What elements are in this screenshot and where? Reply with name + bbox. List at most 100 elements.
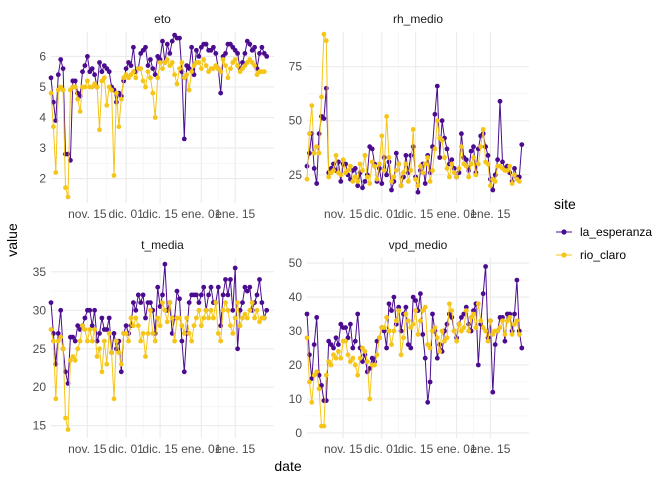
data-point [410,126,416,132]
data-point [311,342,317,347]
data-point [350,345,356,351]
data-point [357,355,363,361]
data-point [150,66,156,71]
data-point [473,325,479,330]
data-point [99,315,105,321]
data-point [430,311,435,317]
data-point [326,338,332,344]
data-point [326,174,332,180]
data-point [157,304,163,309]
data-point [97,331,102,336]
data-point [111,396,117,402]
data-point [398,183,404,189]
data-point [223,277,228,282]
data-point [468,161,474,167]
data-point [381,168,387,173]
data-point [451,170,457,176]
data-point [425,155,431,160]
data-point [350,179,356,184]
x-tick-label: dic. 15 [398,207,434,221]
data-point [184,315,190,321]
data-point [48,327,54,332]
series-line [50,34,268,161]
data-point [444,146,450,152]
data-point [247,307,253,313]
data-point [323,372,329,378]
data-point [128,63,134,68]
data-point [177,66,182,71]
data-point [352,338,358,344]
data-point [164,57,170,62]
data-point [208,307,214,313]
data-point [65,427,71,432]
data-point [104,102,110,108]
data-point [459,131,464,137]
data-point [307,150,312,156]
data-point [471,308,476,313]
data-point [514,318,520,324]
data-point [425,399,431,405]
data-point [80,69,85,75]
y-tick-label: 15 [33,419,47,433]
data-point [143,44,148,50]
data-point [497,98,503,104]
data-point [60,66,66,71]
data-point [116,124,122,130]
y-tick-label: 30 [33,303,47,317]
data-point [413,298,418,303]
x-tick-label: dic. 15 [142,207,178,221]
data-point [408,168,414,173]
data-point [232,57,238,62]
data-point [186,300,192,305]
data-point [389,342,394,347]
data-point [145,69,151,75]
data-point [492,179,498,184]
y-tick-label: 0 [295,426,302,440]
data-point [201,284,207,290]
data-point [420,332,426,337]
y-tick-label: 20 [33,380,47,394]
data-point [495,328,500,334]
x-tick-label: dic. 15 [398,442,434,456]
data-point [244,288,250,294]
data-point [60,346,66,352]
data-point [145,331,151,336]
data-point [345,352,351,358]
data-point [466,174,472,180]
data-point [259,44,265,50]
data-point [138,300,144,305]
data-point [87,327,93,332]
data-point [422,304,428,310]
data-point [135,323,141,329]
data-point [198,323,204,329]
data-point [468,148,474,154]
data-point [172,72,178,78]
y-tick-label: 50 [289,114,303,128]
data-point [249,300,255,305]
data-point [333,335,339,341]
data-point [408,345,414,351]
data-point [264,307,270,313]
data-point [189,338,195,344]
y-tick-label: 2 [39,172,46,186]
data-point [326,359,332,364]
data-point [403,311,409,317]
data-point [485,153,491,158]
panel-title: eto [154,12,171,26]
data-point [408,325,414,330]
data-point [94,84,100,90]
data-point [203,41,209,47]
data-point [181,369,187,375]
data-point [228,66,233,71]
legend-key-point [561,229,567,235]
data-point [164,319,170,325]
data-point [459,315,464,320]
x-tick-label: ene. 01 [437,207,477,221]
data-point [425,342,431,347]
data-point [82,63,88,68]
data-point [410,321,416,327]
data-point [63,415,68,421]
data-point [463,157,469,163]
data-point [123,323,129,329]
